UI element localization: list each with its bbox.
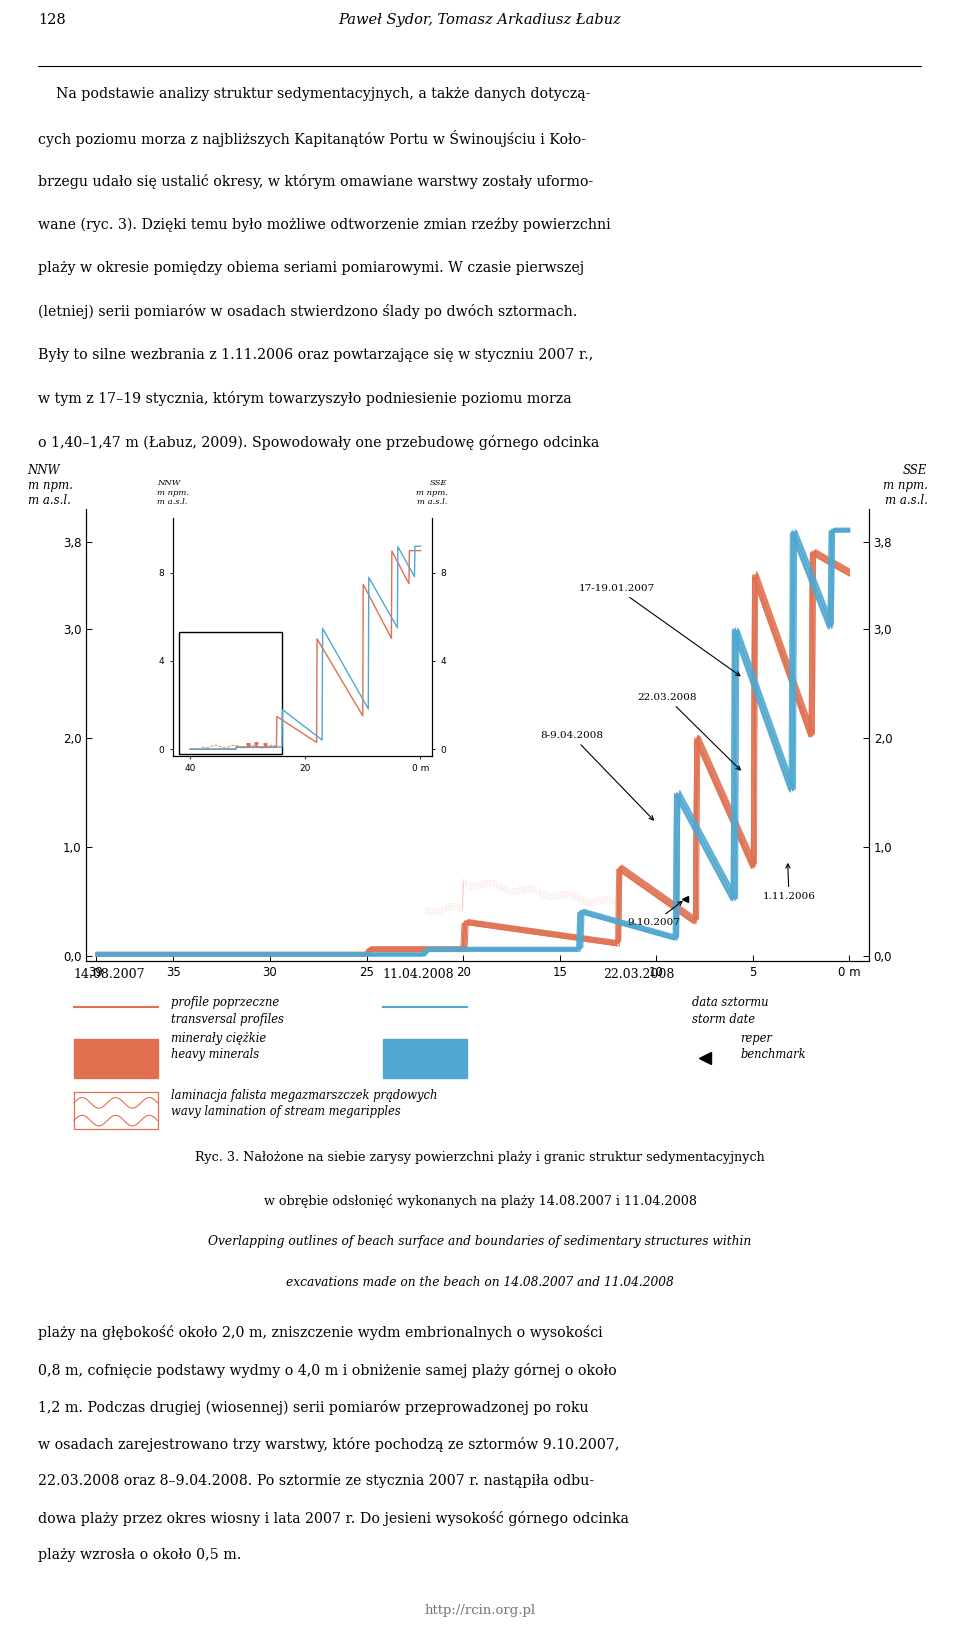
Text: wane (ryc. 3). Dzięki temu było możliwe odtworzenie zmian rzeźby powierzchni: wane (ryc. 3). Dzięki temu było możliwe … [38,217,611,232]
Text: laminacja falista megazmarszczek prądowych
wavy lamination of stream megaripples: laminacja falista megazmarszczek prądowy… [171,1089,437,1119]
Text: 22.03.2008: 22.03.2008 [604,968,675,981]
Text: NNW
m npm.
m a.s.l.: NNW m npm. m a.s.l. [157,480,189,506]
Text: w osadach zarejestrowano trzy warstwy, które pochodzą ze sztormów 9.10.2007,: w osadach zarejestrowano trzy warstwy, k… [38,1436,620,1452]
Text: Overlapping outlines of beach surface and boundaries of sedimentary structures w: Overlapping outlines of beach surface an… [208,1236,752,1249]
Text: plaży wzrosła o około 0,5 m.: plaży wzrosła o około 0,5 m. [38,1548,242,1562]
Text: plaży na głębokość około 2,0 m, zniszczenie wydm embrionalnych o wysokości: plaży na głębokość około 2,0 m, zniszcze… [38,1326,603,1341]
Text: SSE
m npm.
m a.s.l.: SSE m npm. m a.s.l. [882,463,927,508]
Text: profile poprzeczne
transversal profiles: profile poprzeczne transversal profiles [171,996,284,1025]
Text: 0,8 m, cofnięcie podstawy wydmy o 4,0 m i obniżenie samej plaży górnej o około: 0,8 m, cofnięcie podstawy wydmy o 4,0 m … [38,1362,617,1377]
Text: 1,2 m. Podczas drugiej (wiosennej) serii pomiarów przeprowadzonej po roku: 1,2 m. Podczas drugiej (wiosennej) serii… [38,1400,589,1415]
Text: minerały ciężkie
heavy minerals: minerały ciężkie heavy minerals [171,1032,266,1061]
Text: cych poziomu morza z najbliższych Kapitanątów Portu w Świnoujściu i Koło-: cych poziomu morza z najbliższych Kapita… [38,130,587,148]
Text: Paweł Sydor, Tomasz Arkadiusz Łabuz: Paweł Sydor, Tomasz Arkadiusz Łabuz [339,13,621,28]
Bar [383,1038,467,1078]
Text: Na podstawie analizy struktur sedymentacyjnych, a także danych dotyczą-: Na podstawie analizy struktur sedymentac… [38,87,590,100]
Text: http://rcin.org.pl: http://rcin.org.pl [424,1604,536,1617]
Text: data sztormu
storm date: data sztormu storm date [692,996,768,1025]
Text: 9.10.2007: 9.10.2007 [627,902,682,927]
Bar [74,1093,157,1129]
Text: 22.03.2008 oraz 8–9.04.2008. Po sztormie ze stycznia 2007 r. nastąpiła odbu-: 22.03.2008 oraz 8–9.04.2008. Po sztormie… [38,1474,594,1489]
Text: 11.04.2008: 11.04.2008 [383,968,454,981]
Text: w tym z 17–19 stycznia, którym towarzyszyło podniesienie poziomu morza: w tym z 17–19 stycznia, którym towarzysz… [38,391,572,406]
Text: reper
benchmark: reper benchmark [740,1032,806,1061]
Text: plaży w okresie pomiędzy obiema seriami pomiarowymi. W czasie pierwszej: plaży w okresie pomiędzy obiema seriami … [38,261,585,274]
Text: 1.11.2006: 1.11.2006 [762,864,815,900]
Text: (letniej) serii pomiarów w osadach stwierdzono ślady po dwóch sztormach.: (letniej) serii pomiarów w osadach stwie… [38,304,578,319]
Text: 128: 128 [38,13,66,28]
Text: o 1,40–1,47 m (Łabuz, 2009). Spowodowały one przebudowę górnego odcinka: o 1,40–1,47 m (Łabuz, 2009). Spowodowały… [38,435,600,450]
Text: 17-19.01.2007: 17-19.01.2007 [579,583,740,675]
Text: Były to silne wezbrania z 1.11.2006 oraz powtarzające się w styczniu 2007 r.,: Były to silne wezbrania z 1.11.2006 oraz… [38,348,593,361]
Text: 8-9.04.2008: 8-9.04.2008 [540,731,654,820]
Text: dowa plaży przez okres wiosny i lata 2007 r. Do jesieni wysokość górnego odcinka: dowa plaży przez okres wiosny i lata 200… [38,1512,629,1526]
Text: excavations made on the beach on 14.08.2007 and 11.04.2008: excavations made on the beach on 14.08.2… [286,1277,674,1290]
Text: 14.08.2007: 14.08.2007 [74,968,145,981]
Text: w obrębie odsłonięć wykonanych na plaży 14.08.2007 i 11.04.2008: w obrębie odsłonięć wykonanych na plaży … [263,1193,697,1208]
Text: 22.03.2008: 22.03.2008 [637,693,740,771]
Text: Ryc. 3. Nałożone na siebie zarysy powierzchni plaży i granic struktur sedymentac: Ryc. 3. Nałożone na siebie zarysy powier… [195,1150,765,1163]
Text: SSE
m npm.
m a.s.l.: SSE m npm. m a.s.l. [416,480,447,506]
Bar [74,1038,157,1078]
Text: NNW
m npm.
m a.s.l.: NNW m npm. m a.s.l. [28,463,73,508]
Bar [179,633,282,754]
Text: brzegu udało się ustalić okresy, w którym omawiane warstwy zostały uformo-: brzegu udało się ustalić okresy, w który… [38,174,593,189]
